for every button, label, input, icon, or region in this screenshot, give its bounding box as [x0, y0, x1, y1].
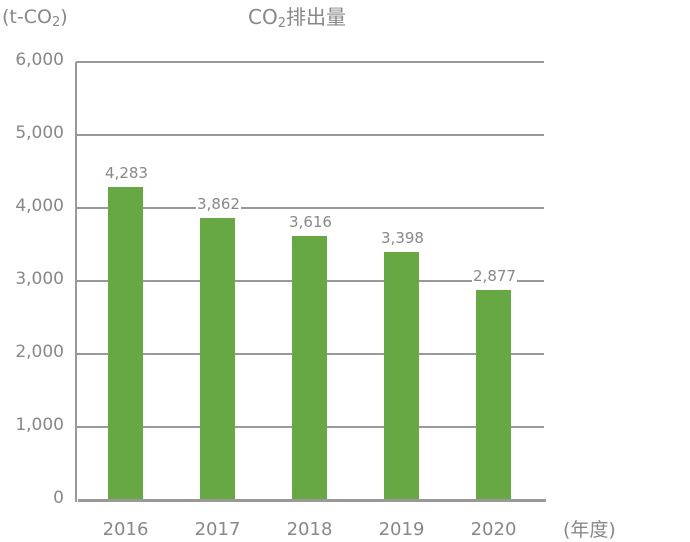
- x-axis-baseline: [78, 499, 546, 502]
- x-tick-label: 2019: [378, 519, 425, 540]
- y-tick-label: 6,000: [15, 50, 64, 70]
- y-axis-unit-label: (t-CO2): [2, 6, 68, 30]
- value-label: 3,398: [380, 228, 425, 247]
- gridline: [76, 207, 544, 209]
- bar-2019: [384, 251, 419, 500]
- bar-2018: [292, 236, 327, 500]
- bar-2020: [476, 289, 511, 500]
- value-label: 4,283: [104, 164, 149, 183]
- gridline: [76, 134, 544, 136]
- value-label: 2,877: [472, 266, 517, 285]
- y-tick-label: 4,000: [15, 196, 64, 216]
- gridline: [76, 61, 544, 63]
- y-tick-label: 0: [53, 488, 64, 508]
- x-tick-label: 2016: [102, 519, 149, 540]
- x-tick-label: 2017: [194, 519, 241, 540]
- y-tick-label: 5,000: [15, 123, 64, 143]
- y-axis-line: [75, 62, 77, 502]
- y-tick-label: 3,000: [15, 269, 64, 289]
- value-label: 3,616: [288, 213, 333, 232]
- y-tick-label: 1,000: [15, 415, 64, 435]
- x-axis-unit-label: (年度): [563, 519, 616, 541]
- chart-title: CO2排出量: [248, 5, 346, 31]
- bar-2017: [200, 218, 235, 500]
- value-label: 3,862: [196, 195, 241, 214]
- bar-2016: [108, 187, 143, 500]
- x-tick-label: 2020: [470, 519, 517, 540]
- y-tick-label: 2,000: [15, 342, 64, 362]
- x-tick-label: 2018: [286, 519, 333, 540]
